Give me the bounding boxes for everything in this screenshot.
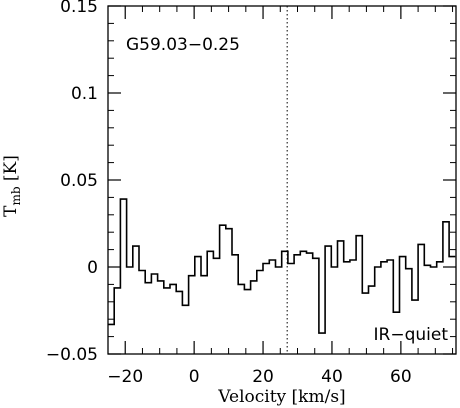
series-layer [108, 198, 456, 334]
ticks-layer [107, 5, 456, 355]
y-tick-label: 0.1 [71, 84, 98, 104]
spectrum-series-line [108, 198, 456, 334]
y-axis-label-subscript: mb [9, 186, 23, 205]
y-axis-label-main: T [1, 205, 21, 217]
svg-text:Tmb [K]: Tmb [K] [1, 155, 23, 217]
plot-frame [107, 5, 457, 355]
x-tick-label: 60 [390, 367, 412, 387]
x-tick-label: 0 [189, 367, 200, 387]
y-axis-label-unit: [K] [1, 155, 21, 186]
source-annotation: G59.03−0.25 [126, 35, 240, 55]
classification-annotation: IR−quiet [374, 325, 449, 345]
y-tick-label: 0 [87, 258, 98, 278]
x-tick-label: 20 [252, 367, 274, 387]
labels-layer: −20 0 20 40 60 −0.05 0 0.05 0.1 0.15 [46, 0, 412, 387]
x-axis-label: Velocity [km/s] [217, 387, 345, 407]
y-tick-label: −0.05 [46, 345, 98, 365]
y-tick-label: 0.15 [60, 0, 98, 17]
y-axis-label: Tmb [K] [1, 155, 23, 217]
x-tick-label: −20 [107, 367, 143, 387]
y-tick-label: 0.05 [60, 171, 98, 191]
x-tick-label: 40 [321, 367, 343, 387]
